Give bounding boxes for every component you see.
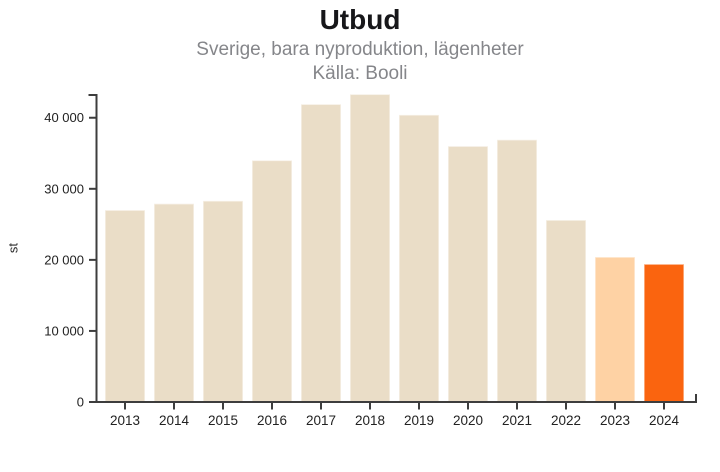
bar-2022 bbox=[545, 219, 587, 403]
chart-source: Källa: Booli bbox=[312, 63, 408, 84]
y-tick-label: 30 000 bbox=[44, 181, 84, 196]
x-tick-label: 2021 bbox=[502, 413, 532, 428]
x-tick-label: 2022 bbox=[551, 413, 581, 428]
bar-2017 bbox=[300, 103, 342, 403]
x-tick-label: 2018 bbox=[355, 413, 385, 428]
y-tick-label: 40 000 bbox=[44, 110, 84, 125]
bar-2020 bbox=[447, 145, 489, 403]
bar-2013 bbox=[104, 209, 146, 403]
bar-2018 bbox=[349, 93, 391, 403]
x-tick-label: 2015 bbox=[208, 413, 238, 428]
x-tick-label: 2017 bbox=[306, 413, 336, 428]
bar-2014 bbox=[153, 202, 195, 403]
bar-2016 bbox=[251, 159, 293, 403]
bar-2015 bbox=[202, 200, 244, 403]
y-tick-label: 20 000 bbox=[44, 252, 84, 267]
bar-2021 bbox=[496, 139, 538, 403]
x-tick-label: 2023 bbox=[600, 413, 630, 428]
y-tick-label: 0 bbox=[77, 395, 84, 410]
chart-subtitle: Sverige, bara nyproduktion, lägenheter bbox=[196, 39, 524, 60]
bar-2019 bbox=[398, 114, 440, 403]
x-tick-label: 2020 bbox=[453, 413, 483, 428]
x-tick-label: 2019 bbox=[404, 413, 434, 428]
chart-title: Utbud bbox=[319, 4, 401, 35]
x-tick-label: 2014 bbox=[159, 413, 190, 428]
bar-2024 bbox=[643, 263, 685, 403]
y-tick-label: 10 000 bbox=[44, 323, 84, 338]
x-tick-label: 2016 bbox=[257, 413, 287, 428]
x-tick-label: 2024 bbox=[649, 413, 680, 428]
bar-2023 bbox=[594, 256, 636, 403]
x-tick-label: 2013 bbox=[110, 413, 140, 428]
